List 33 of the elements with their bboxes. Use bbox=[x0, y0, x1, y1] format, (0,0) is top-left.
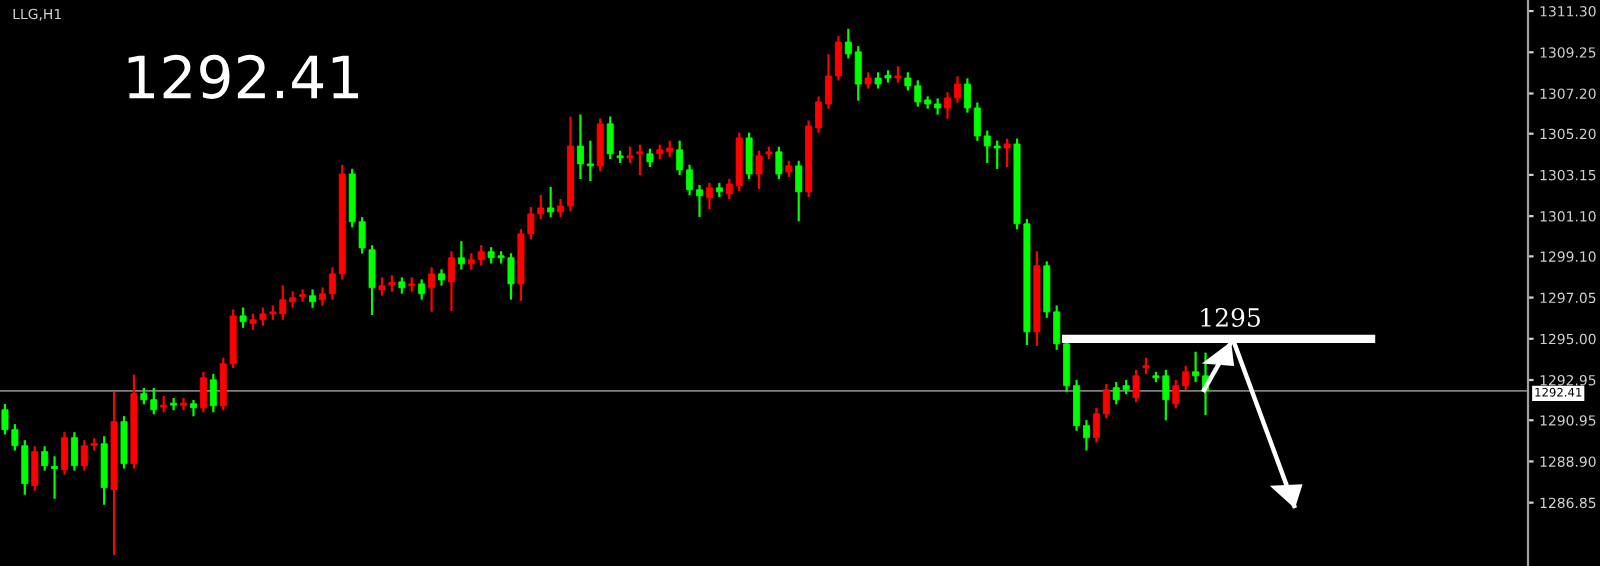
candlestick bbox=[51, 456, 59, 499]
candlestick bbox=[606, 116, 614, 159]
candlestick bbox=[795, 160, 803, 222]
candlestick bbox=[755, 150, 763, 190]
candlestick bbox=[368, 245, 376, 315]
candlestick bbox=[447, 251, 455, 311]
candlestick bbox=[745, 132, 753, 180]
candlestick bbox=[70, 432, 78, 471]
candlestick bbox=[61, 432, 68, 475]
candlestick bbox=[100, 436, 108, 505]
candlestick bbox=[1132, 369, 1140, 403]
candlestick bbox=[596, 118, 604, 172]
candlestick bbox=[775, 146, 783, 180]
candlestick bbox=[189, 400, 197, 417]
candlestick bbox=[180, 398, 188, 411]
candlestick bbox=[418, 279, 426, 300]
candlestick bbox=[547, 186, 555, 218]
candlestick bbox=[299, 289, 307, 302]
candlestick bbox=[209, 373, 217, 413]
ref-line-label: 1295 bbox=[1201, 308, 1260, 327]
candlestick bbox=[1003, 138, 1011, 167]
candlestick bbox=[31, 446, 39, 491]
candlestick bbox=[636, 144, 644, 176]
candlestick bbox=[120, 416, 128, 469]
candlestick bbox=[705, 182, 713, 210]
candlestick bbox=[428, 267, 436, 312]
candlestick bbox=[388, 275, 396, 292]
candlestick bbox=[309, 289, 317, 308]
candlestick bbox=[239, 307, 247, 328]
annotation: 1292.41 bbox=[128, 54, 359, 99]
candlestick bbox=[41, 446, 49, 471]
candlestick bbox=[199, 371, 207, 413]
candlestick bbox=[457, 241, 465, 270]
